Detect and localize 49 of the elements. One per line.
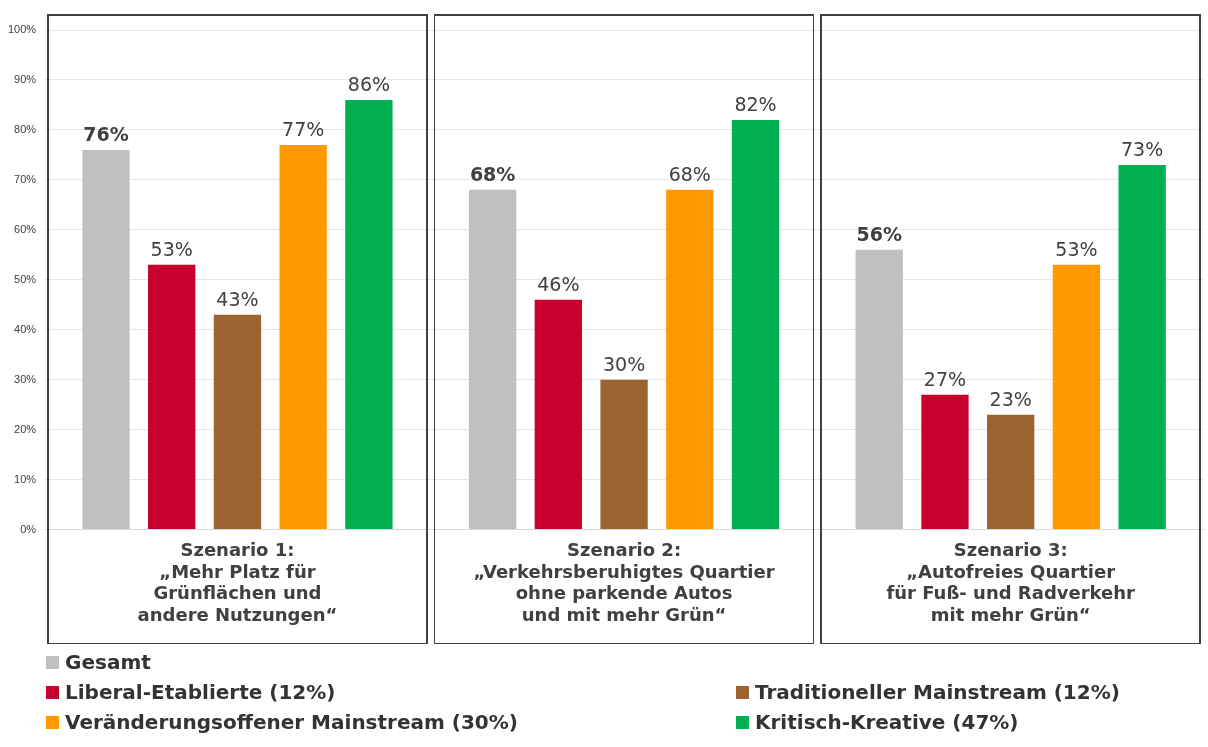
y-tick-label: 20% [14, 422, 37, 435]
text: 53% [1055, 238, 1098, 261]
y-tick-label: 30% [14, 372, 37, 385]
bar [1118, 164, 1166, 530]
legend-label: Liberal-Etablierte (12%) [65, 680, 336, 704]
legend-label: Gesamt [65, 650, 151, 674]
text: 76% [83, 123, 129, 146]
text: 23% [989, 388, 1032, 411]
legend-label: Veränderungsoffener Mainstream (30%) [65, 710, 518, 734]
bar [600, 379, 648, 530]
text: 77% [282, 118, 325, 141]
y-tick-label: 50% [14, 272, 37, 285]
text: 56% [856, 223, 902, 246]
text: 53% [150, 238, 193, 261]
bar [731, 119, 780, 530]
bar [213, 314, 262, 530]
x-tick-label: Szenario 3: „Autofreies Quartier für Fuß- und Radverkehr mit mehr Grün“ [886, 539, 1136, 625]
bar [534, 299, 582, 530]
y-tick-label: 80% [14, 122, 37, 135]
x-tick-label: Szenario 1: „Mehr Platz für Grünflächen und andere Nutzungen“ [137, 539, 338, 625]
y-tick-label: 10% [14, 472, 37, 485]
text: 43% [216, 288, 259, 311]
y-tick-label: 70% [14, 172, 37, 185]
bar [148, 264, 196, 530]
text: 30% [602, 353, 646, 376]
bar [468, 189, 517, 530]
y-tick-label: 90% [14, 72, 37, 85]
text: 68% [469, 163, 516, 186]
bar [666, 189, 714, 530]
y-tick-label: 0% [20, 522, 37, 535]
bar [82, 149, 130, 530]
text: 82% [734, 93, 777, 116]
legend-label: Kritisch-Kreative (47%) [755, 710, 1019, 734]
text: 86% [347, 73, 391, 96]
y-tick-label: 60% [14, 222, 37, 235]
y-tick-label: 100% [7, 23, 37, 36]
bar [1052, 264, 1101, 530]
bar [279, 144, 327, 530]
x-tick-label: Szenario 2: „Verkehrsberuhigtes Quartier ohne parkende Autos und mit mehr Grün“ [473, 539, 775, 625]
bar [921, 394, 969, 530]
bar [987, 414, 1035, 530]
legend-label: Traditioneller Mainstream (12%) [755, 680, 1120, 704]
bar [345, 99, 393, 530]
text: 27% [923, 368, 967, 391]
text: 46% [537, 273, 580, 296]
text: 73% [1121, 138, 1164, 161]
text: 68% [668, 163, 711, 186]
y-tick-label: 40% [14, 322, 37, 335]
bar [855, 249, 903, 530]
